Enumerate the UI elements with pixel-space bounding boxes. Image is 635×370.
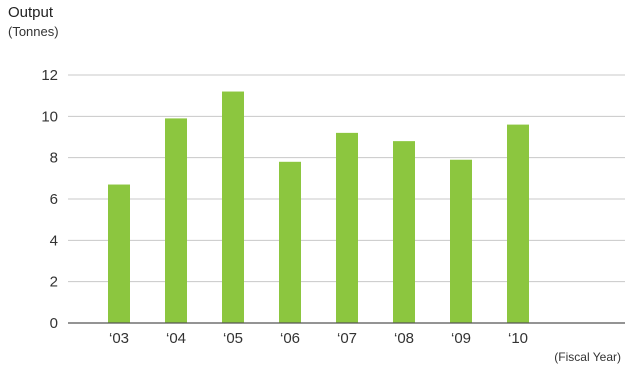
- x-tick-label: ‘06: [280, 330, 300, 347]
- x-tick-label: ‘04: [166, 330, 186, 347]
- bar: [507, 124, 529, 323]
- y-tick-label: 0: [50, 315, 58, 332]
- x-tick-label: ‘07: [337, 330, 357, 347]
- x-tick-label: ‘10: [508, 330, 528, 347]
- y-tick-label: 2: [50, 274, 58, 291]
- x-tick-label: ‘09: [451, 330, 471, 347]
- bar: [165, 118, 187, 324]
- bar: [279, 161, 301, 323]
- bar: [336, 132, 358, 323]
- x-axis-title: (Fiscal Year): [554, 350, 621, 364]
- bar: [222, 91, 244, 324]
- x-tick-label: ‘05: [223, 330, 243, 347]
- x-tick-label: ‘08: [394, 330, 414, 347]
- y-tick-label: 6: [50, 191, 58, 208]
- y-tick-label: 4: [50, 232, 58, 249]
- y-axis-unit: (Tonnes): [8, 24, 59, 39]
- bar: [450, 159, 472, 323]
- bar: [108, 184, 130, 323]
- y-tick-label: 10: [41, 108, 58, 125]
- y-tick-label: 12: [41, 67, 58, 84]
- y-axis-title: Output: [8, 4, 54, 21]
- bar: [393, 141, 415, 323]
- x-tick-label: ‘03: [109, 330, 129, 347]
- y-tick-label: 8: [50, 150, 58, 167]
